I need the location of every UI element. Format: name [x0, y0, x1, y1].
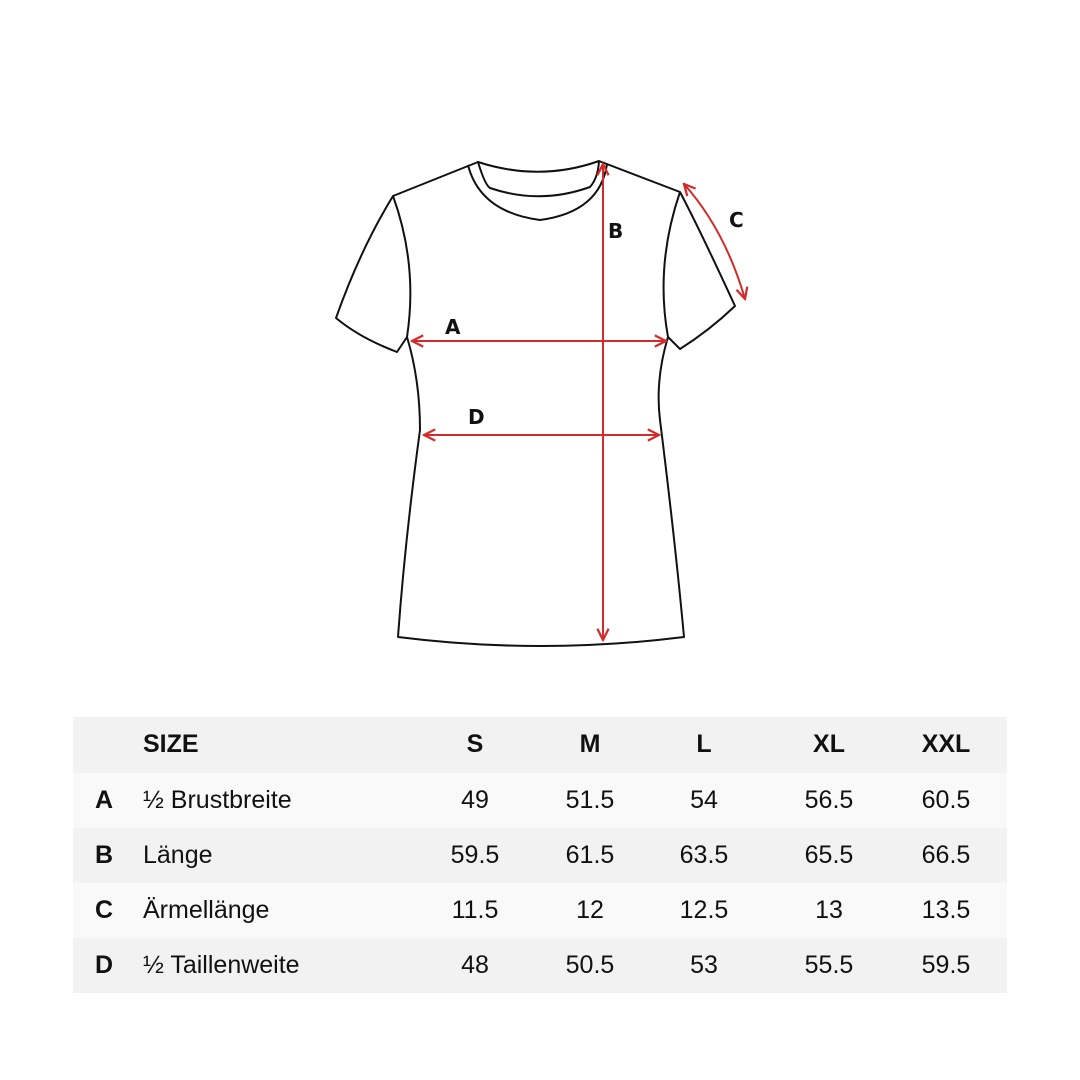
size-header: SIZE [143, 730, 199, 758]
row-letter: A [94, 786, 114, 814]
table-cell: 12.5 [679, 896, 729, 924]
table-row: A ½ Brustbreite 49 51.5 54 56.5 60.5 [73, 773, 1007, 828]
table-row: C Ärmellänge 11.5 12 12.5 13 13.5 [73, 883, 1007, 938]
table-header: SIZE S M L XL XXL [73, 717, 1007, 773]
table-cell: 60.5 [921, 786, 971, 814]
table-row: B Länge 59.5 61.5 63.5 65.5 66.5 [73, 828, 1007, 883]
measure-b-label: B [608, 219, 623, 243]
table-cell: 59.5 [921, 951, 971, 979]
table-cell: 50.5 [565, 951, 615, 979]
table-cell: 12 [576, 896, 604, 924]
table-cell: 13 [815, 896, 843, 924]
table-cell: 51.5 [565, 786, 615, 814]
row-letter: D [94, 951, 114, 979]
size-s-header: S [466, 730, 484, 758]
row-letter: C [94, 896, 114, 924]
measure-d-label: D [468, 405, 485, 429]
size-xl-header: XL [813, 730, 845, 758]
table-cell: 55.5 [804, 951, 854, 979]
row-letter: B [94, 841, 114, 869]
table-cell: 13.5 [921, 896, 971, 924]
row-label: Ärmellänge [143, 896, 270, 924]
row-label: ½ Taillenweite [143, 951, 300, 979]
table-cell: 65.5 [804, 841, 854, 869]
table-cell: 61.5 [565, 841, 615, 869]
measure-c-line [684, 184, 745, 299]
size-table: SIZE S M L XL XXL A ½ Brustbreite 49 51.… [73, 717, 1007, 993]
row-label: ½ Brustbreite [143, 786, 292, 814]
table-cell: 66.5 [921, 841, 971, 869]
measure-c-label: C [729, 208, 744, 232]
measure-a-label: A [445, 315, 461, 339]
table-row: D ½ Taillenweite 48 50.5 53 55.5 59.5 [73, 938, 1007, 993]
size-l-header: L [696, 730, 712, 758]
table-cell: 11.5 [451, 896, 499, 924]
table-cell: 48 [461, 951, 489, 979]
table-cell: 63.5 [679, 841, 729, 869]
size-xxl-header: XXL [921, 730, 971, 758]
size-m-header: M [579, 730, 601, 758]
table-cell: 49 [461, 786, 489, 814]
table-cell: 53 [690, 951, 718, 979]
table-cell: 56.5 [804, 786, 854, 814]
row-label: Länge [143, 841, 213, 869]
tshirt-outline [335, 160, 736, 647]
table-cell: 54 [690, 786, 718, 814]
table-cell: 59.5 [450, 841, 500, 869]
measure-lines [412, 164, 745, 640]
